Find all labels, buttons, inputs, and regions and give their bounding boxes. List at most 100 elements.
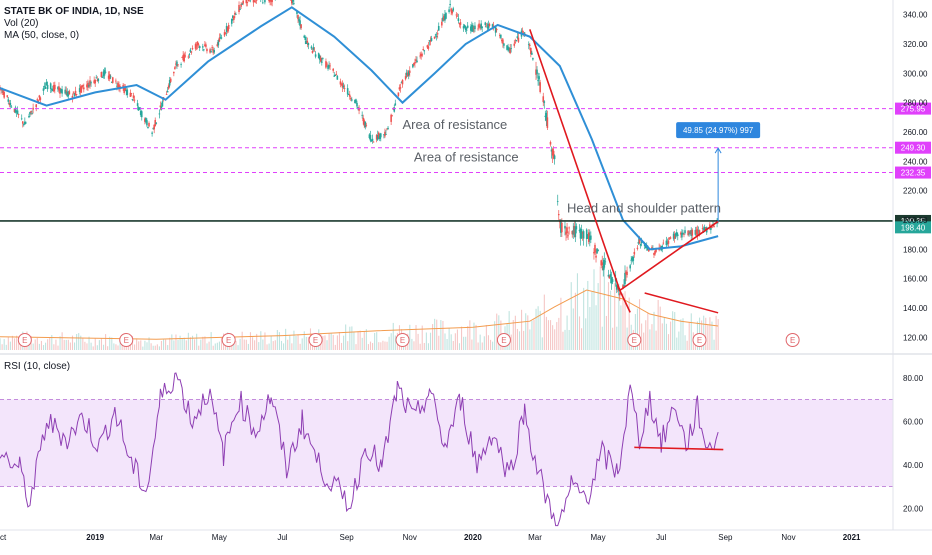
- candle-body: [225, 33, 227, 34]
- volume-bar: [641, 324, 642, 350]
- volume-bar: [244, 340, 245, 350]
- candle-body: [524, 32, 526, 33]
- volume-bar: [451, 334, 452, 350]
- candle-body: [82, 85, 84, 86]
- volume-bar: [709, 317, 710, 350]
- volume-bar: [345, 324, 346, 350]
- time-tick-label: Nov: [781, 533, 795, 542]
- candle-body: [36, 99, 38, 100]
- candle-body: [321, 61, 323, 63]
- volume-bar: [2, 344, 3, 350]
- candle-body: [235, 14, 237, 15]
- volume-bar: [153, 346, 154, 350]
- candle-body: [203, 49, 205, 50]
- volume-bar: [674, 312, 675, 350]
- time-tick-label: May: [212, 533, 227, 542]
- volume-bar: [211, 332, 212, 350]
- candle-body: [138, 107, 140, 110]
- volume-bar: [339, 332, 340, 350]
- volume-bar: [341, 343, 342, 350]
- volume-bar: [490, 340, 491, 350]
- volume-bar: [440, 320, 441, 350]
- volume-bar: [49, 337, 50, 350]
- candle-body: [314, 51, 316, 52]
- candle-body: [151, 133, 153, 134]
- candle-body: [496, 29, 498, 30]
- volume-bar: [35, 339, 36, 350]
- volume-bar: [434, 319, 435, 350]
- candle-body: [503, 44, 505, 46]
- symbol-title: STATE BK OF INDIA, 1D, NSE: [4, 6, 144, 18]
- volume-legend: Vol (20): [4, 18, 144, 30]
- candle-body: [262, 2, 264, 3]
- earnings-marker-label: E: [697, 336, 702, 345]
- volume-bar: [687, 341, 688, 350]
- volume-bar: [689, 322, 690, 350]
- candle-body: [105, 72, 107, 73]
- volume-bar: [283, 343, 284, 350]
- volume-bar: [384, 342, 385, 350]
- candle-body: [677, 234, 679, 236]
- price-tick-label: 120.00: [903, 333, 928, 342]
- volume-bar: [649, 329, 650, 350]
- candle-body: [167, 91, 169, 92]
- volume-bar: [368, 344, 369, 350]
- volume-bar: [358, 331, 359, 350]
- time-tick-label: Mar: [528, 533, 542, 542]
- rsi-tick-label: 40.00: [903, 461, 924, 470]
- volume-bar: [662, 323, 663, 350]
- earnings-marker-label: E: [790, 336, 795, 345]
- candle-body: [73, 92, 75, 93]
- volume-bar: [202, 337, 203, 350]
- candle-body: [522, 31, 524, 32]
- volume-bar: [95, 338, 96, 350]
- volume-bar: [8, 337, 9, 350]
- candle-body: [393, 107, 395, 111]
- volume-bar: [146, 342, 147, 350]
- earnings-marker-label: E: [501, 336, 506, 345]
- candle-body: [39, 95, 41, 97]
- volume-bar: [678, 332, 679, 350]
- volume-bar: [569, 330, 570, 350]
- volume-bar: [144, 341, 145, 350]
- volume-bar: [37, 338, 38, 350]
- volume-bar: [682, 318, 683, 350]
- volume-bar: [486, 325, 487, 350]
- volume-bar: [620, 305, 621, 350]
- candle-body: [170, 79, 172, 82]
- candle-body: [451, 10, 453, 13]
- volume-bar: [355, 344, 356, 350]
- candle-body: [335, 74, 337, 75]
- candle-body: [199, 46, 201, 48]
- candle-body: [21, 118, 23, 119]
- price-tick-label: 320.00: [903, 40, 928, 49]
- candle-body: [543, 101, 545, 102]
- price-tick-label: 300.00: [903, 69, 928, 78]
- rsi-tick-label: 60.00: [903, 417, 924, 426]
- candle-body: [192, 48, 194, 49]
- price-badge-label: 249.30: [901, 144, 926, 153]
- candle-body: [452, 8, 454, 10]
- volume-bar: [68, 340, 69, 350]
- candle-body: [402, 80, 404, 84]
- candle-body: [398, 92, 400, 95]
- candle-body: [311, 47, 313, 49]
- candle-body: [241, 4, 243, 5]
- candle-body: [619, 293, 621, 295]
- candle-body: [50, 83, 52, 89]
- volume-bar: [39, 344, 40, 350]
- candle-body: [137, 103, 139, 106]
- volume-bar: [326, 340, 327, 350]
- candle-body: [131, 93, 133, 94]
- volume-bar: [395, 336, 396, 350]
- volume-bar: [393, 323, 394, 350]
- candle-body: [567, 235, 569, 236]
- candle-body: [248, 0, 250, 1]
- candle-body: [537, 80, 539, 81]
- volume-bar: [180, 336, 181, 350]
- candle-body: [423, 50, 425, 51]
- volume-bar: [262, 339, 263, 350]
- earnings-marker-label: E: [400, 336, 405, 345]
